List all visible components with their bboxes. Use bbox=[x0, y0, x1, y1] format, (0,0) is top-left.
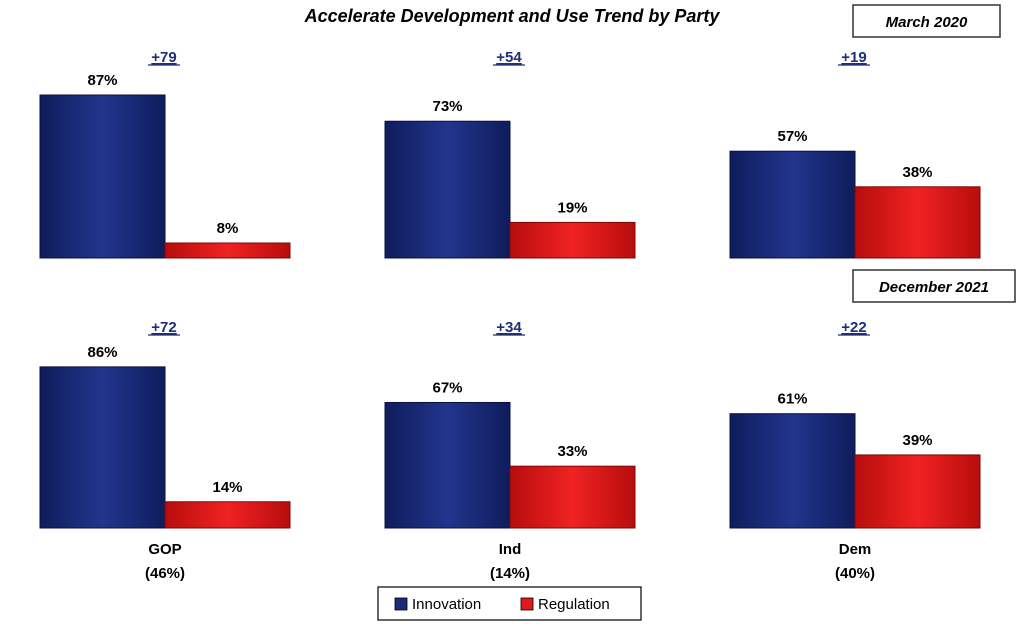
regulation-bar bbox=[854, 454, 981, 529]
innovation-value-label: 86% bbox=[87, 344, 117, 361]
category-labels: GOP (46%) Ind (14%) Dem (40%) bbox=[145, 541, 875, 582]
panels: March 2020 87% 8% +79 73% 19% +54 57% 38% +19 Dece… bbox=[39, 4, 1016, 529]
category-name: Dem bbox=[839, 541, 872, 558]
category-name: Ind bbox=[499, 541, 522, 558]
difference-label: +79 bbox=[151, 49, 176, 66]
panel-december-2021: December 2021 86% 14% +72 67% 33% +34 61% 39% +22 bbox=[39, 269, 1016, 529]
innovation-value-label: 67% bbox=[432, 379, 462, 396]
regulation-value-label: 8% bbox=[217, 220, 239, 237]
period-label: March 2020 bbox=[886, 14, 968, 31]
innovation-bar bbox=[384, 120, 511, 259]
regulation-bar bbox=[164, 242, 291, 259]
bar-group-dem: 61% 39% +22 bbox=[729, 319, 981, 529]
difference-label: +34 bbox=[496, 319, 522, 336]
regulation-bar bbox=[509, 465, 636, 529]
regulation-bar bbox=[854, 186, 981, 259]
legend-regulation-swatch bbox=[520, 597, 534, 611]
category-share: (40%) bbox=[835, 565, 875, 582]
regulation-value-label: 14% bbox=[212, 479, 242, 496]
legend-regulation-label: Regulation bbox=[538, 596, 610, 613]
difference-label: +22 bbox=[841, 319, 866, 336]
bar-group-dem: 57% 38% +19 bbox=[729, 49, 981, 259]
legend-frame bbox=[377, 586, 642, 621]
period-box bbox=[852, 269, 1016, 303]
legend-innovation-label: Innovation bbox=[412, 596, 481, 613]
innovation-bar bbox=[729, 413, 856, 529]
regulation-bar bbox=[509, 221, 636, 259]
innovation-bar bbox=[39, 366, 166, 529]
legend-innovation-swatch bbox=[394, 597, 408, 611]
innovation-value-label: 57% bbox=[777, 128, 807, 145]
chart-title: Accelerate Development and Use Trend by … bbox=[304, 6, 721, 26]
difference-label: +54 bbox=[496, 49, 522, 66]
innovation-value-label: 87% bbox=[87, 72, 117, 89]
category-share: (14%) bbox=[490, 565, 530, 582]
regulation-bar bbox=[164, 501, 291, 529]
innovation-bar bbox=[39, 94, 166, 259]
panel-march-2020: March 2020 87% 8% +79 73% 19% +54 57% 38% +19 bbox=[39, 4, 1001, 259]
innovation-value-label: 61% bbox=[777, 391, 807, 408]
bar-group-ind: 73% 19% +54 bbox=[384, 49, 636, 259]
regulation-value-label: 19% bbox=[557, 199, 587, 216]
category-share: (46%) bbox=[145, 565, 185, 582]
category-name: GOP bbox=[148, 541, 181, 558]
difference-label: +19 bbox=[841, 49, 866, 66]
bar-group-ind: 67% 33% +34 bbox=[384, 319, 636, 529]
difference-label: +72 bbox=[151, 319, 176, 336]
bar-group-gop: 86% 14% +72 bbox=[39, 319, 291, 529]
regulation-value-label: 39% bbox=[902, 432, 932, 449]
innovation-bar bbox=[384, 401, 511, 529]
legend: Innovation Regulation bbox=[377, 586, 642, 621]
period-label: December 2021 bbox=[879, 279, 989, 296]
innovation-value-label: 73% bbox=[432, 98, 462, 115]
regulation-value-label: 33% bbox=[557, 443, 587, 460]
regulation-value-label: 38% bbox=[902, 164, 932, 181]
period-box bbox=[852, 4, 1001, 38]
innovation-bar bbox=[729, 150, 856, 259]
bar-group-gop: 87% 8% +79 bbox=[39, 49, 291, 259]
